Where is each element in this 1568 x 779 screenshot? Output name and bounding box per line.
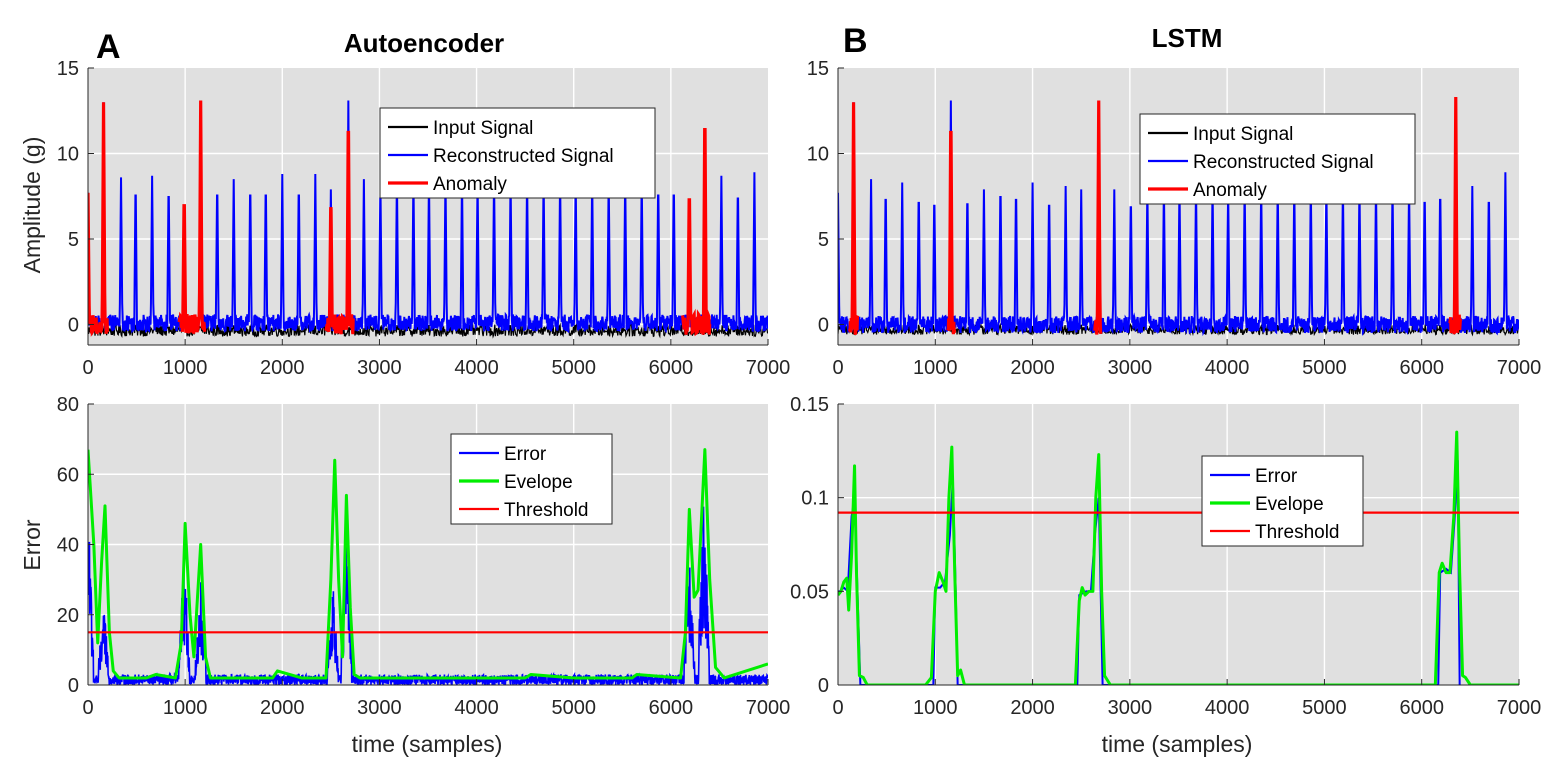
legend: Input Signal Reconstructed Signal Anomaly [1139, 113, 1416, 205]
y-tick-label: 0 [68, 314, 79, 336]
series-anomaly-segment [324, 130, 355, 335]
legend-label-error: Error [504, 444, 547, 465]
lstm-error-panel: 0 1000 2000 3000 4000 5000 6000 7000 0 0.05 0.1 0.1… [790, 394, 1541, 719]
x-tick-label: 3000 [357, 357, 402, 379]
y-tick-label: 60 [57, 464, 79, 486]
panel-title-lstm: LSTM [1152, 23, 1223, 53]
y-tick-label: 80 [57, 394, 79, 416]
y-tick-label: 10 [807, 143, 829, 165]
y-axis-label-amplitude: Amplitude (g) [19, 137, 45, 274]
series-lines [88, 448, 768, 685]
x-tick-label: 0 [832, 697, 843, 719]
axes: 0 1000 2000 3000 4000 5000 6000 7000 0 20 40 60 80 [57, 394, 791, 719]
x-tick-label: 1000 [163, 357, 208, 379]
series-anomaly-segment [1448, 97, 1463, 335]
axes: 0 1000 2000 3000 4000 5000 6000 7000 0 0.05 0.1 0.1… [790, 394, 1541, 719]
x-axis-label-time-left: time (samples) [352, 731, 503, 757]
legend-label-anomaly: Anomaly [1193, 180, 1267, 201]
legend: Error Evelope Threshold [450, 433, 613, 525]
x-tick-label: 2000 [260, 357, 305, 379]
x-tick-label: 5000 [1302, 697, 1347, 719]
x-tick-label: 1000 [913, 697, 958, 719]
x-tick-label: 6000 [1399, 697, 1444, 719]
y-tick-label: 0.05 [790, 581, 829, 603]
x-tick-label: 7000 [1497, 697, 1542, 719]
series-evelope [88, 448, 768, 680]
x-tick-label: 5000 [551, 357, 596, 379]
legend-label-threshold: Threshold [1255, 522, 1340, 543]
x-tick-label: 3000 [357, 697, 402, 719]
legend-label-input-signal: Input Signal [1193, 124, 1293, 145]
panel-title-autoencoder: Autoencoder [344, 28, 504, 58]
legend-label-error: Error [1255, 466, 1298, 487]
legend-label-input-signal: Input Signal [433, 118, 533, 139]
x-tick-label: 4000 [454, 357, 499, 379]
legend-label-reconstructed-signal: Reconstructed Signal [433, 146, 614, 167]
x-tick-label: 4000 [1205, 697, 1250, 719]
panel-label-a: A [96, 28, 121, 66]
x-tick-label: 6000 [649, 697, 694, 719]
x-tick-label: 1000 [163, 697, 208, 719]
series-lines [838, 430, 1519, 685]
x-tick-label: 2000 [260, 697, 305, 719]
axes: 0 1000 2000 3000 4000 5000 6000 7000 0 5 10 15 [57, 58, 791, 379]
series-lines [838, 97, 1519, 337]
x-tick-label: 4000 [1205, 357, 1250, 379]
series-anomaly-segment [946, 130, 957, 335]
x-tick-label: 0 [82, 697, 93, 719]
x-axis-label-time-right: time (samples) [1102, 731, 1253, 757]
x-tick-label: 2000 [1010, 357, 1055, 379]
x-tick-label: 5000 [1302, 357, 1347, 379]
series-anomaly-segment [177, 100, 207, 334]
autoencoder-signal-panel: 0 1000 2000 3000 4000 5000 6000 7000 0 5 10 15 Inpu… [57, 58, 791, 379]
x-tick-label: 7000 [746, 357, 791, 379]
x-tick-label: 4000 [454, 697, 499, 719]
x-tick-label: 3000 [1108, 357, 1153, 379]
legend: Error Evelope Threshold [1201, 455, 1364, 547]
x-tick-label: 7000 [746, 697, 791, 719]
y-tick-label: 0 [68, 675, 79, 697]
axes: 0 1000 2000 3000 4000 5000 6000 7000 0 5 10 15 [807, 58, 1542, 379]
x-tick-label: 2000 [1010, 697, 1055, 719]
y-tick-label: 15 [807, 58, 829, 80]
lstm-signal-panel: 0 1000 2000 3000 4000 5000 6000 7000 0 5 10 15 Inpu… [807, 58, 1542, 379]
y-tick-label: 0 [818, 314, 829, 336]
y-tick-label: 5 [818, 229, 829, 251]
series-anomaly-segment [88, 102, 110, 337]
legend-label-evelope: Evelope [504, 472, 573, 493]
series-evelope [838, 430, 1519, 685]
x-tick-label: 6000 [1399, 357, 1444, 379]
y-axis-label-error: Error [19, 519, 45, 570]
panel-label-b: B [843, 22, 868, 60]
legend-label-threshold: Threshold [504, 500, 589, 521]
legend: Input Signal Reconstructed Signal Anomaly [379, 107, 656, 199]
plot-area [838, 404, 1519, 685]
y-tick-label: 0 [818, 675, 829, 697]
x-tick-label: 3000 [1108, 697, 1153, 719]
series-anomaly-segment [848, 102, 860, 336]
y-tick-label: 0.15 [790, 394, 829, 416]
y-tick-label: 0.1 [801, 488, 829, 510]
legend-label-evelope: Evelope [1255, 494, 1324, 515]
autoencoder-error-panel: 0 1000 2000 3000 4000 5000 6000 7000 0 20 40 60 80 E… [57, 394, 791, 719]
y-tick-label: 5 [68, 229, 79, 251]
y-tick-label: 15 [57, 58, 79, 80]
x-tick-label: 5000 [551, 697, 596, 719]
y-tick-label: 10 [57, 143, 79, 165]
legend-label-reconstructed-signal: Reconstructed Signal [1193, 152, 1374, 173]
x-tick-label: 0 [832, 357, 843, 379]
series-anomaly-segment [680, 127, 712, 337]
x-tick-label: 0 [82, 357, 93, 379]
y-tick-label: 20 [57, 605, 79, 627]
series-lines [88, 100, 768, 339]
x-tick-label: 6000 [649, 357, 694, 379]
y-tick-label: 40 [57, 535, 79, 557]
legend-label-anomaly: Anomaly [433, 174, 507, 195]
x-tick-label: 7000 [1497, 357, 1542, 379]
series-anomaly-segment [1093, 100, 1103, 335]
x-tick-label: 1000 [913, 357, 958, 379]
